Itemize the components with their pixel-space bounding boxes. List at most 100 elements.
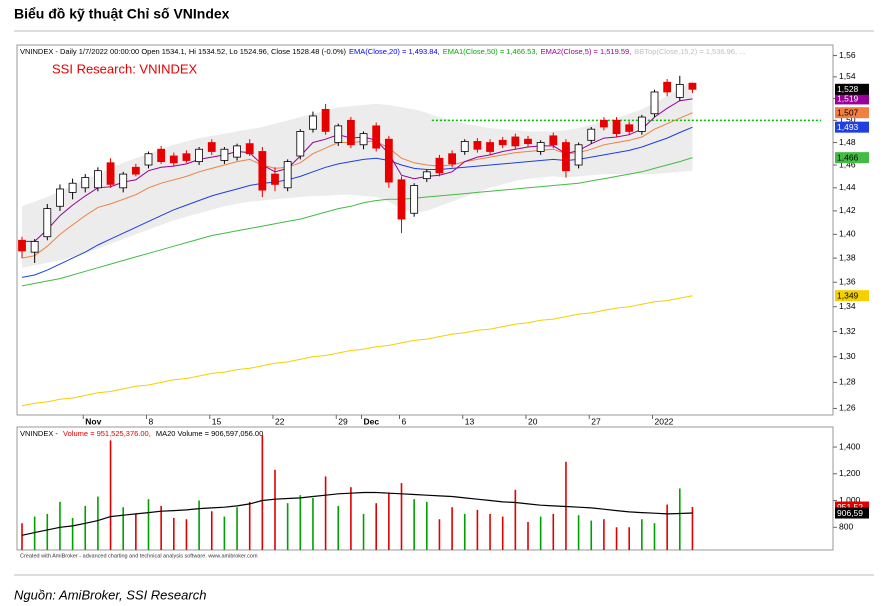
x-tick-label: 22	[275, 416, 285, 426]
header-segment: MA20 Volume = 906,597,056.00	[154, 429, 263, 438]
volume-bar	[198, 500, 200, 550]
volume-bar	[527, 521, 529, 550]
volume-bar	[312, 497, 314, 550]
x-tick-label: 15	[212, 416, 222, 426]
last-value-label: 1,519	[837, 94, 859, 104]
candle-body	[106, 162, 115, 185]
source: Nguồn: AmiBroker, SSI Research	[14, 587, 206, 602]
last-value-label: 1,507	[837, 107, 859, 117]
y-tick-label: 1,28	[839, 377, 856, 387]
y-tick-label: 1,38	[839, 252, 856, 262]
candle-body	[30, 241, 39, 253]
y-tick-label: 1,40	[839, 229, 856, 239]
volume-bar	[666, 504, 668, 550]
candle-body	[346, 119, 355, 146]
candle-body	[460, 141, 469, 152]
volume-bar	[426, 501, 428, 550]
candle-body	[397, 179, 406, 220]
candle-body	[18, 239, 26, 252]
volume-bar	[413, 499, 415, 550]
header-segment: VNINDEX - Daily 1/7/2022 00:00:00 Open 1…	[20, 47, 347, 56]
watermark: SSI Research: VNINDEX	[52, 61, 198, 76]
volume-bar	[261, 435, 264, 550]
candle-body	[144, 153, 153, 166]
volume-bar	[71, 517, 74, 550]
candle-body	[574, 144, 583, 166]
x-tick-label: 13	[465, 416, 475, 426]
y-tick-label: 1,36	[839, 276, 856, 286]
volume-bar	[476, 509, 479, 550]
candle-body	[68, 182, 77, 193]
volume-bar	[375, 503, 377, 550]
volume-bar	[46, 513, 49, 550]
volume-bar	[299, 495, 302, 550]
volume-bar	[286, 503, 289, 550]
volume-bar	[21, 523, 23, 550]
last-value-box	[835, 83, 869, 95]
candle-body	[524, 138, 532, 145]
candle-body	[435, 157, 444, 174]
candle-body	[422, 171, 431, 180]
x-tick-label: 6	[402, 416, 407, 426]
volume-bar	[691, 507, 694, 550]
volume-bar	[173, 517, 175, 550]
volume-bar	[337, 505, 340, 550]
candle-body	[486, 142, 494, 152]
y-tick-label: 1,54	[839, 71, 856, 81]
candle-body	[410, 185, 419, 214]
volume-bar	[59, 501, 61, 550]
pane-header: VNINDEX - Daily 1/7/2022 00:00:00 Open 1…	[20, 47, 745, 56]
volume-bar	[552, 513, 555, 550]
candle-body	[131, 166, 140, 175]
header-segment: BBTop(Close,15,2) = 1,536.96, ...	[634, 47, 745, 56]
candle-body	[650, 91, 659, 115]
volume-bar	[210, 511, 213, 550]
volume-bar	[84, 505, 87, 550]
y-tick-label: 1,34	[839, 301, 856, 311]
candle-body	[334, 125, 343, 143]
candle-body	[271, 173, 279, 185]
candle-body	[372, 125, 381, 149]
candle-body	[473, 141, 482, 150]
volume-ma-line	[21, 491, 693, 536]
volume-bar	[514, 489, 517, 550]
candle-body	[207, 142, 216, 152]
price-pane	[16, 44, 834, 416]
volume-bar	[400, 483, 403, 550]
y-tick-label: 1,44	[839, 182, 856, 192]
candle-body	[81, 177, 90, 189]
candle-body	[587, 128, 596, 141]
last-value-box	[835, 507, 869, 519]
last-value-box	[835, 290, 869, 302]
candle-body	[359, 133, 368, 146]
candle-body	[220, 148, 229, 161]
volume-pane	[16, 426, 834, 551]
volume-bar	[539, 516, 542, 550]
y-tick-label: 1,26	[839, 403, 856, 413]
footer-note: Created with AmiBroker - advanced charti…	[20, 553, 258, 559]
volume-bar	[185, 519, 188, 550]
volume-bar	[122, 507, 124, 550]
volume-bar	[223, 516, 226, 550]
candle-body	[688, 82, 697, 90]
volume-bar	[653, 523, 656, 550]
candle-body	[562, 142, 570, 172]
y-tick-label: 1,50	[839, 115, 856, 125]
candle-body	[309, 115, 317, 130]
y-tick-label: 1,000	[839, 495, 861, 505]
volume-bar	[97, 496, 99, 550]
header-segment: EMA2(Close,5) = 1,519.59,	[541, 47, 632, 56]
x-tick-label: Dec	[364, 416, 380, 426]
candle-body	[119, 173, 128, 189]
volume-bar	[565, 461, 567, 550]
candle-body	[182, 153, 191, 161]
x-tick-label: 20	[528, 416, 538, 426]
last-value-box	[835, 93, 869, 105]
volume-bar	[33, 516, 36, 550]
candle-body	[195, 148, 204, 163]
volume-bar	[438, 519, 441, 550]
candle-body	[233, 145, 241, 158]
volume-bar	[248, 501, 251, 550]
last-value-box	[835, 501, 869, 513]
